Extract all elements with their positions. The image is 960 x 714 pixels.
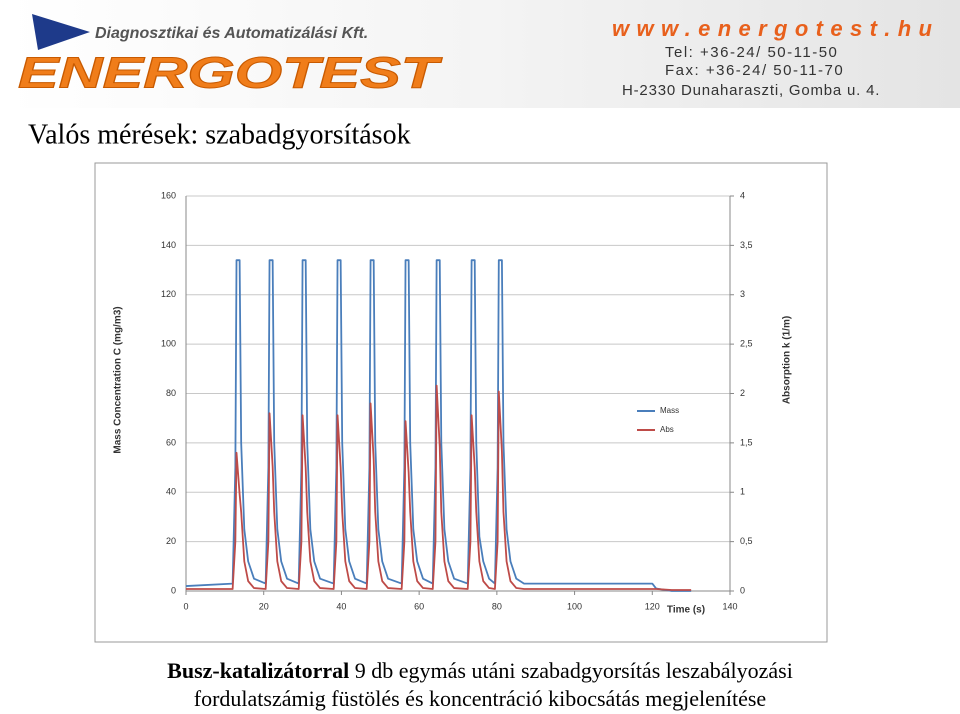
y-tick-label: 60 <box>166 437 176 447</box>
y2-axis-title: Absorption k (1/m) <box>782 316 793 404</box>
x-tick-label: 20 <box>259 601 269 611</box>
y-axis-title: Mass Concentration C (mg/m3) <box>113 306 124 453</box>
x-tick-label: 40 <box>336 601 346 611</box>
legend-label: Mass <box>660 406 679 415</box>
company-name: Diagnosztikai és Automatizálási Kft. <box>95 25 368 42</box>
logo-triangle <box>32 14 90 50</box>
y-tick-label: 100 <box>161 339 176 349</box>
y-tick-label: 80 <box>166 388 176 398</box>
address: H-2330 Dunaharaszti, Gomba u. 4. <box>622 82 880 99</box>
y2-tick-label: 0 <box>740 585 745 595</box>
series-line <box>186 384 692 591</box>
y-tick-label: 140 <box>161 240 176 250</box>
y-tick-label: 160 <box>161 190 176 200</box>
caption: Busz-katalizátorral 9 db egymás utáni sz… <box>100 657 860 713</box>
y2-tick-label: 0,5 <box>740 536 753 546</box>
x-axis-title: Time (s) <box>667 605 705 616</box>
y2-tick-label: 3,5 <box>740 240 753 250</box>
y2-tick-label: 4 <box>740 190 745 200</box>
y2-tick-label: 1,5 <box>740 437 753 447</box>
y2-tick-label: 1 <box>740 487 745 497</box>
x-tick-label: 100 <box>567 601 582 611</box>
x-tick-label: 140 <box>722 601 737 611</box>
y2-tick-label: 3 <box>740 289 745 299</box>
fax: Fax: +36-24/ 50-11-70 <box>665 62 844 79</box>
phone: Tel: +36-24/ 50-11-50 <box>665 44 838 61</box>
header-band <box>8 0 960 108</box>
caption-bold: Busz-katalizátorral <box>167 658 350 683</box>
y-tick-label: 40 <box>166 487 176 497</box>
y-tick-label: 20 <box>166 536 176 546</box>
x-tick-label: 120 <box>645 601 660 611</box>
y-tick-label: 0 <box>171 585 176 595</box>
x-tick-label: 0 <box>183 601 188 611</box>
chart-frame <box>94 162 828 643</box>
y2-tick-label: 2,5 <box>740 339 753 349</box>
x-tick-label: 80 <box>492 601 502 611</box>
x-tick-label: 60 <box>414 601 424 611</box>
caption-text: 9 db egymás utáni szabadgyorsítás leszab… <box>193 658 793 711</box>
y2-tick-label: 2 <box>740 388 745 398</box>
legend-label: Abs <box>660 425 674 434</box>
logo-text: ENERGOTEST <box>18 49 442 98</box>
slide-title: Valós mérések: szabadgyorsítások <box>28 119 411 150</box>
y-tick-label: 120 <box>161 289 176 299</box>
